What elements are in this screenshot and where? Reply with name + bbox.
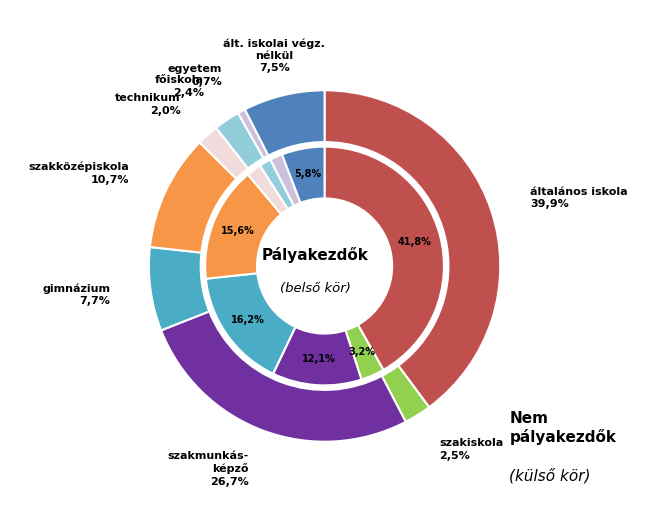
- Text: általános iskola
39,9%: általános iskola 39,9%: [530, 187, 628, 210]
- Wedge shape: [216, 113, 264, 169]
- Text: 41,8%: 41,8%: [398, 237, 432, 247]
- Wedge shape: [161, 311, 405, 442]
- Wedge shape: [324, 147, 444, 370]
- Text: 3,2%: 3,2%: [349, 346, 376, 356]
- Text: főiskola
2,4%: főiskola 2,4%: [155, 75, 204, 97]
- Text: Pályakezdők: Pályakezdők: [262, 247, 369, 263]
- Text: 15,6%: 15,6%: [221, 226, 255, 236]
- Wedge shape: [345, 325, 383, 379]
- Wedge shape: [245, 90, 324, 155]
- Wedge shape: [206, 273, 296, 373]
- Wedge shape: [248, 165, 288, 214]
- Text: (belső kör): (belső kör): [280, 282, 351, 295]
- Text: ált. iskolai végz.
nélkül
7,5%: ált. iskolai végz. nélkül 7,5%: [223, 38, 325, 73]
- Wedge shape: [324, 90, 500, 407]
- Wedge shape: [238, 110, 268, 158]
- Text: szakiskola
2,5%: szakiskola 2,5%: [439, 438, 504, 461]
- Text: Nem
pályakezdők: Nem pályakezdők: [509, 411, 616, 445]
- Text: technikum
2,0%: technikum 2,0%: [115, 94, 181, 116]
- Text: egyetem
0,7%: egyetem 0,7%: [168, 64, 222, 87]
- Wedge shape: [199, 128, 248, 179]
- Text: 16,2%: 16,2%: [232, 315, 265, 325]
- Text: 5,8%: 5,8%: [294, 169, 321, 179]
- Wedge shape: [150, 143, 237, 253]
- Wedge shape: [382, 365, 429, 422]
- Text: (külső kör): (külső kör): [509, 468, 591, 483]
- Wedge shape: [149, 247, 209, 330]
- Text: 12,1%: 12,1%: [301, 354, 336, 364]
- Wedge shape: [260, 160, 294, 209]
- Wedge shape: [282, 147, 324, 203]
- Text: szakközépiskola
10,7%: szakközépiskola 10,7%: [29, 162, 129, 185]
- Text: szakmunkás-
képző
26,7%: szakmunkás- képző 26,7%: [167, 451, 249, 487]
- Wedge shape: [205, 174, 281, 279]
- Wedge shape: [270, 154, 300, 206]
- Text: gimnázium
7,7%: gimnázium 7,7%: [43, 284, 111, 306]
- Wedge shape: [273, 327, 362, 385]
